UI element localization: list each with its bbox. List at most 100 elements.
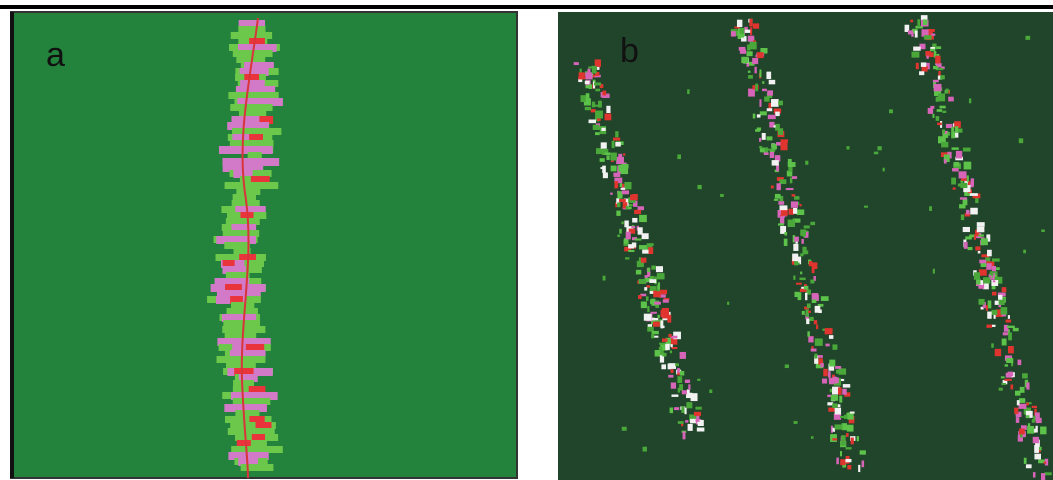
plant-patch <box>777 128 784 135</box>
plant-patch <box>835 366 842 369</box>
plant-patch <box>957 128 963 133</box>
plant-patch <box>668 363 676 369</box>
plant-patch <box>987 300 992 309</box>
plant-patch <box>985 305 988 311</box>
plant-patch <box>933 83 942 92</box>
plant-patch <box>665 343 670 351</box>
plant-patch <box>976 278 981 285</box>
plant-patch <box>677 368 680 374</box>
plant-patch <box>937 122 942 126</box>
plant-patch <box>799 277 806 281</box>
plant-patch <box>910 19 914 23</box>
plant-patch <box>803 285 809 290</box>
plant-patch <box>991 343 994 348</box>
plant-patch <box>829 359 836 367</box>
plant-patch <box>648 247 654 255</box>
plant-patch <box>677 154 681 160</box>
plant-patch <box>809 316 814 322</box>
plant-patch <box>639 214 647 223</box>
plant-patch <box>259 116 274 124</box>
plant-patch <box>230 422 276 429</box>
plant-patch <box>911 51 920 58</box>
plant-patch <box>1038 459 1046 464</box>
plant-patch <box>811 346 814 350</box>
plant-patch <box>250 176 270 184</box>
plant-patch <box>793 275 796 280</box>
plant-patch <box>1005 319 1012 323</box>
plant-patch <box>659 342 666 345</box>
plant-patch <box>970 178 975 187</box>
plant-patch <box>987 311 992 319</box>
plant-patch <box>591 104 600 107</box>
plant-patch <box>769 151 775 159</box>
plant-patch <box>830 394 839 401</box>
plant-patch <box>625 205 628 210</box>
plant-patch <box>1034 444 1039 453</box>
plant-patch <box>764 96 770 102</box>
plant-patch <box>833 413 842 420</box>
plant-patch <box>756 52 764 59</box>
plant-patch <box>935 55 941 64</box>
plant-patch <box>825 343 830 347</box>
plant-patch <box>975 229 980 237</box>
plant-patch <box>790 201 798 208</box>
plant-patch <box>240 464 274 471</box>
plant-patch <box>997 292 1006 297</box>
plant-patch <box>239 176 260 183</box>
plant-patch <box>962 147 971 152</box>
plant-patch <box>968 98 972 104</box>
plant-patch <box>936 109 943 112</box>
plant-patch <box>828 363 835 371</box>
plant-patch <box>842 388 847 395</box>
plant-patch <box>597 116 601 121</box>
plant-patch <box>1018 398 1026 403</box>
plant-patch <box>814 305 821 313</box>
plant-patch <box>602 275 606 281</box>
plant-patch <box>967 246 973 251</box>
plant-patch <box>224 332 257 339</box>
plant-patch <box>780 208 788 216</box>
plant-patch <box>637 206 645 211</box>
plant-patch <box>982 302 986 309</box>
plant-patch <box>614 177 623 184</box>
plant-patch <box>665 337 671 346</box>
plant-patch <box>249 38 265 46</box>
plant-patch <box>233 380 254 387</box>
plant-patch <box>681 390 688 395</box>
plant-patch <box>236 56 266 63</box>
plant-patch <box>644 277 653 283</box>
plant-patch <box>800 271 803 275</box>
plant-patch <box>752 23 760 29</box>
plant-patch <box>697 184 702 190</box>
plant-patch <box>1004 378 1012 381</box>
plant-patch <box>755 129 760 132</box>
plant-patch <box>614 181 619 189</box>
plant-patch <box>231 224 257 232</box>
plant-patch <box>239 110 267 117</box>
plant-patch <box>228 452 269 460</box>
plant-patch <box>995 309 1004 317</box>
plant-patch <box>975 246 981 251</box>
plant-patch <box>833 377 839 384</box>
plant-patch <box>942 110 947 114</box>
plant-patch <box>811 266 815 274</box>
plant-patch <box>992 291 997 296</box>
plant-patch <box>650 311 657 314</box>
plant-patch <box>696 427 705 432</box>
plant-patch <box>625 231 631 240</box>
plant-patch <box>584 80 590 85</box>
plant-patch <box>775 123 780 131</box>
plant-patch <box>927 29 935 33</box>
plant-patch <box>737 31 745 38</box>
plant-patch <box>836 457 839 465</box>
plant-patch <box>628 244 635 249</box>
plant-patch <box>858 464 861 473</box>
plant-patch <box>814 338 823 346</box>
plant-patch <box>1040 426 1047 435</box>
plant-patch <box>671 394 679 397</box>
plant-patch <box>658 294 666 298</box>
plant-patch <box>815 355 823 358</box>
plant-patch <box>754 66 757 74</box>
plant-patch <box>617 234 621 237</box>
plant-patch <box>747 44 751 51</box>
